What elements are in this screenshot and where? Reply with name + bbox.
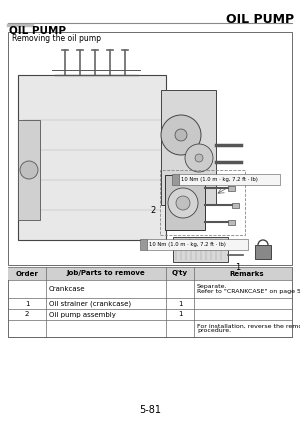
Bar — [8, 267, 292, 337]
Text: 1: 1 — [236, 263, 241, 272]
Bar — [18, 120, 40, 220]
Bar — [147, 239, 248, 250]
Bar — [8, 267, 292, 280]
Text: 1: 1 — [178, 312, 182, 317]
Text: Removing the oil pump: Removing the oil pump — [12, 34, 101, 43]
Text: 10 Nm (1.0 m · kg, 7.2 ft · lb): 10 Nm (1.0 m · kg, 7.2 ft · lb) — [149, 242, 226, 247]
Bar — [160, 170, 245, 235]
Circle shape — [168, 188, 198, 218]
Bar — [161, 90, 216, 205]
Text: Order: Order — [16, 270, 38, 277]
Bar — [140, 239, 147, 250]
Bar — [228, 219, 235, 224]
Text: 10 Nm (1.0 m · kg, 7.2 ft · lb): 10 Nm (1.0 m · kg, 7.2 ft · lb) — [181, 177, 258, 182]
Text: 2: 2 — [25, 312, 29, 317]
Text: 1: 1 — [178, 300, 182, 306]
Circle shape — [176, 196, 190, 210]
Bar — [179, 174, 280, 185]
Circle shape — [195, 154, 203, 162]
Text: Oil strainer (crankcase): Oil strainer (crankcase) — [49, 300, 131, 307]
Text: 2: 2 — [150, 206, 156, 215]
Bar — [172, 174, 179, 185]
Circle shape — [161, 115, 201, 155]
Bar — [232, 202, 239, 207]
Text: For installation, reverse the removal: For installation, reverse the removal — [197, 324, 300, 329]
Circle shape — [175, 129, 187, 141]
Text: Crankcase: Crankcase — [49, 286, 86, 292]
Text: Remarks: Remarks — [230, 270, 264, 277]
Text: Separate.: Separate. — [197, 284, 227, 289]
Bar — [173, 237, 228, 262]
Text: Job/Parts to remove: Job/Parts to remove — [67, 270, 146, 277]
Bar — [255, 245, 271, 259]
Text: Refer to "CRANKCASE" on page 5-74.: Refer to "CRANKCASE" on page 5-74. — [197, 289, 300, 294]
Text: OIL PUMP: OIL PUMP — [9, 26, 66, 36]
Text: OIL PUMP: OIL PUMP — [226, 13, 294, 26]
Text: procedure.: procedure. — [197, 328, 231, 333]
Bar — [165, 175, 205, 230]
Circle shape — [185, 144, 213, 172]
Text: Oil pump assembly: Oil pump assembly — [49, 312, 116, 317]
Circle shape — [20, 161, 38, 179]
Bar — [228, 185, 235, 190]
Text: 1: 1 — [25, 300, 29, 306]
Text: 5-81: 5-81 — [139, 405, 161, 415]
Text: Q'ty: Q'ty — [172, 270, 188, 277]
Bar — [18, 75, 166, 240]
Bar — [8, 32, 292, 265]
